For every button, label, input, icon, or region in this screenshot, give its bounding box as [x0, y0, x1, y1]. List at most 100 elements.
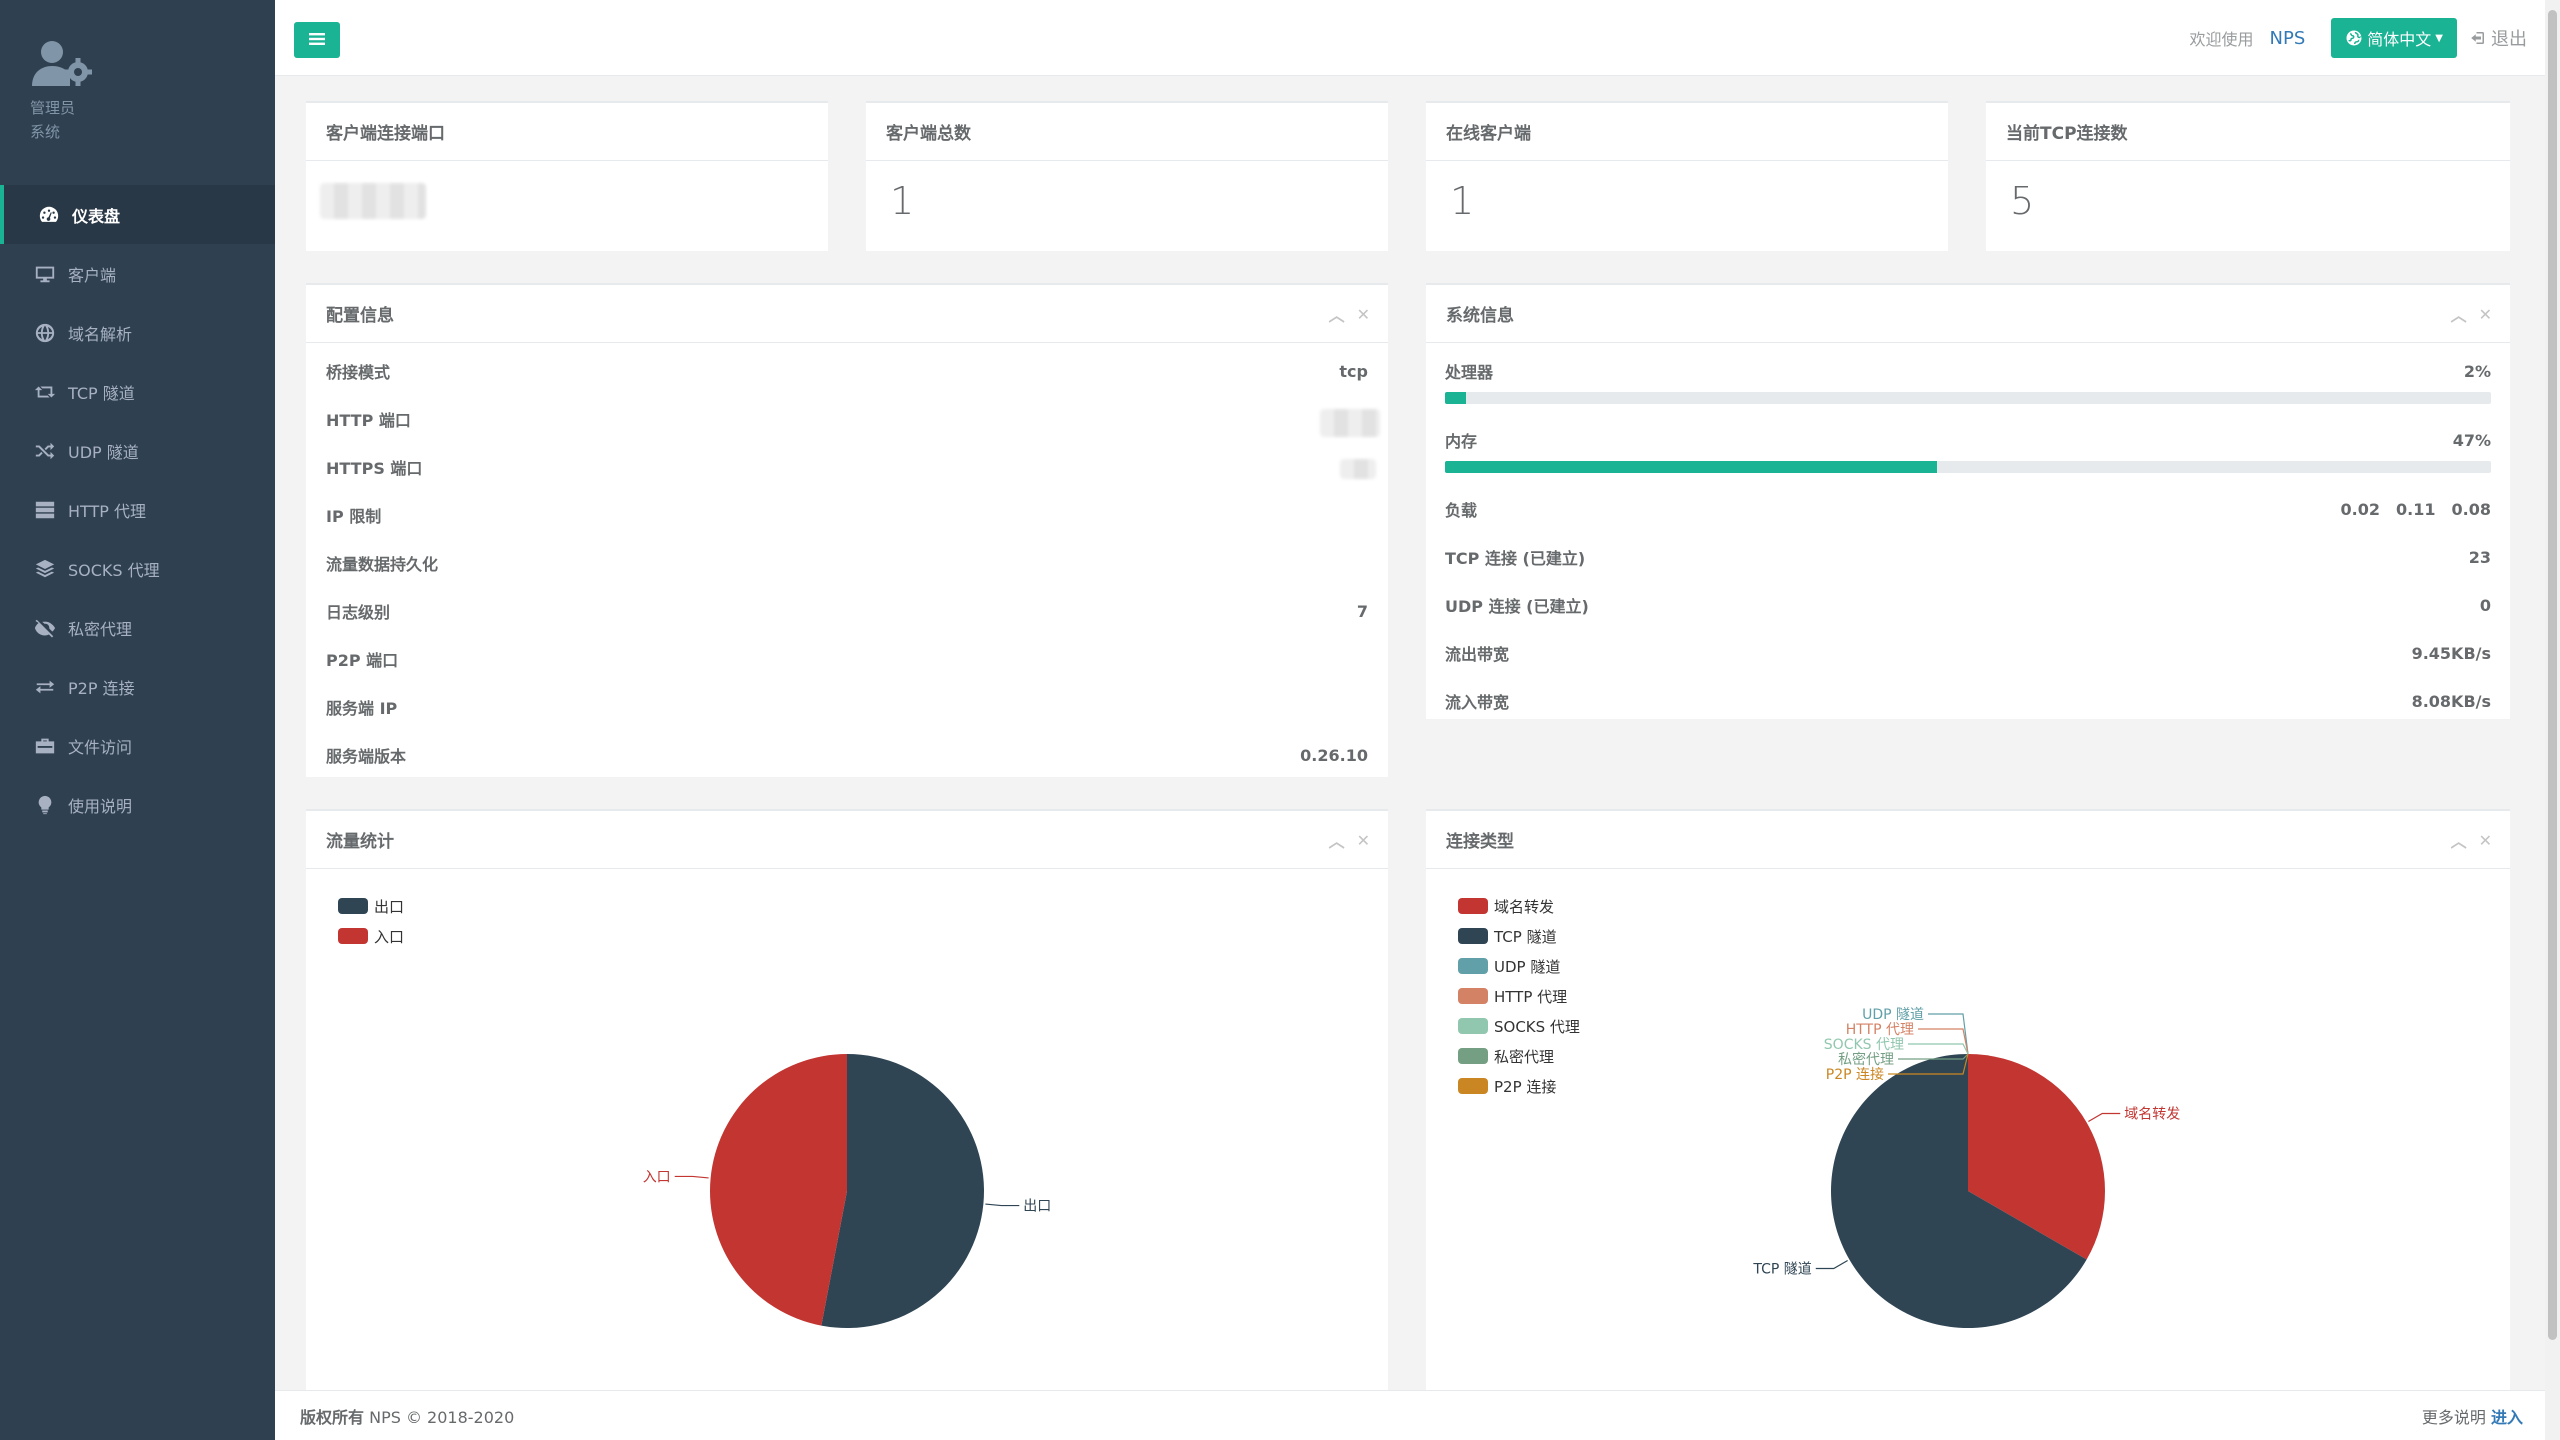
- sign-out-icon: [2469, 29, 2487, 47]
- pie-label-conn-2: UDP 隧道: [1862, 1007, 1924, 1023]
- panel-title: 系统信息: [1446, 306, 1514, 326]
- more-info-link[interactable]: 进入: [2490, 1407, 2523, 1427]
- row-label: 桥接模式: [326, 363, 391, 382]
- row-value: 0: [2479, 595, 2491, 615]
- system-row-cpu: 处理器 2%: [1426, 359, 2510, 404]
- row-label: 内存: [1445, 432, 1478, 451]
- cpu-progress-bar: [1445, 392, 2491, 404]
- pie-slice-traffic-1[interactable]: [709, 1054, 847, 1326]
- sidebar-item-tcp[interactable]: TCP 隧道: [0, 362, 275, 421]
- pie-label-traffic-0: 出口: [1023, 1199, 1051, 1215]
- collapse-icon[interactable]: ︿: [2450, 832, 2467, 851]
- close-icon[interactable]: ✕: [2478, 304, 2492, 324]
- row-label: UDP 连接 (已建立): [1445, 597, 1589, 616]
- dashboard-icon: [36, 204, 62, 226]
- sidebar-item-files[interactable]: 文件访问: [0, 716, 275, 775]
- row-label: 流量数据持久化: [326, 555, 439, 574]
- system-row-inbound: 流入带宽 8.08KB/s: [1426, 677, 2510, 725]
- legend-item-conn-0[interactable]: 域名转发: [1458, 891, 1580, 921]
- card-title: 客户端连接端口: [306, 103, 828, 161]
- config-row-flow-persist: 流量数据持久化: [306, 539, 1388, 587]
- stat-value: 1: [1450, 179, 1475, 223]
- layers-icon: [32, 558, 58, 580]
- page-scrollbar[interactable]: [2545, 0, 2560, 1440]
- card-title: 客户端总数: [866, 103, 1388, 161]
- legend-label: 出口: [374, 897, 405, 916]
- sidebar-item-dashboard[interactable]: 仪表盘: [0, 185, 275, 244]
- pie-label-line: [1908, 1043, 1969, 1055]
- redacted-value: [320, 183, 426, 219]
- menu-toggle-button[interactable]: [294, 22, 340, 58]
- close-icon[interactable]: ✕: [1356, 304, 1370, 324]
- collapse-icon[interactable]: ︿: [2450, 306, 2467, 325]
- config-panel: 配置信息 ︿ ✕ 桥接模式 tcp HTTP 端口 HTTPS 端口 IP 限制 …: [306, 283, 1388, 777]
- copyright-text: NPS © 2018-2020: [369, 1407, 515, 1427]
- close-icon[interactable]: ✕: [2478, 830, 2492, 850]
- pie-label-line: [1928, 1013, 1969, 1055]
- lightbulb-icon: [32, 794, 58, 816]
- legend-item-conn-6[interactable]: P2P 连接: [1458, 1071, 1580, 1101]
- sidebar-item-p2p[interactable]: P2P 连接: [0, 657, 275, 716]
- legend-label: SOCKS 代理: [1494, 1017, 1580, 1036]
- sidebar-item-private[interactable]: 私密代理: [0, 598, 275, 657]
- legend-item-traffic-0[interactable]: 出口: [338, 891, 404, 921]
- row-label: 服务端版本: [326, 747, 407, 766]
- conn-types-panel: 连接类型 ︿ ✕ 域名转发 TCP 隧道 UDP 隧道 HTTP 代理 SOCKS 代理…: [1426, 809, 2510, 1390]
- eye-slash-icon: [32, 617, 58, 639]
- pie-label-conn-0: 域名转发: [2124, 1107, 2180, 1123]
- row-value: 9.45KB/s: [2411, 643, 2491, 663]
- pie-label-line: [985, 1203, 1020, 1207]
- sidebar-item-clients[interactable]: 客户端: [0, 244, 275, 303]
- row-label: HTTP 端口: [326, 411, 411, 430]
- stat-card-tcp-connections: 当前TCP连接数 5: [1986, 101, 2510, 251]
- more-info-label: 更多说明: [2421, 1407, 2486, 1427]
- collapse-icon[interactable]: ︿: [1328, 832, 1345, 851]
- collapse-icon[interactable]: ︿: [1328, 306, 1345, 325]
- close-icon[interactable]: ✕: [1356, 830, 1370, 850]
- scrollbar-thumb[interactable]: [2548, 10, 2557, 1340]
- sidebar-item-socks[interactable]: SOCKS 代理: [0, 539, 275, 598]
- legend-item-conn-1[interactable]: TCP 隧道: [1458, 921, 1580, 951]
- config-row-ip-limit: IP 限制: [306, 491, 1388, 539]
- globe-icon: [2345, 29, 2363, 47]
- sidebar-item-label: 仪表盘: [72, 206, 121, 226]
- pie-slice-conn-0[interactable]: [1968, 1054, 2105, 1260]
- sidebar-item-udp[interactable]: UDP 隧道: [0, 421, 275, 480]
- row-label: TCP 连接 (已建立): [1445, 549, 1586, 568]
- system-panel: 系统信息 ︿ ✕ 处理器 2% 内存 47% 负载 0.02 0.11 0.08 T…: [1426, 283, 2510, 719]
- sidebar-item-http[interactable]: HTTP 代理: [0, 480, 275, 539]
- load-value-1: 0.02: [2340, 499, 2381, 519]
- config-row-http-port: HTTP 端口: [306, 395, 1388, 443]
- legend-item-conn-3[interactable]: HTTP 代理: [1458, 981, 1580, 1011]
- traffic-pie-chart: 出口 入口: [643, 1054, 1051, 1328]
- legend-swatch: [1458, 1018, 1488, 1034]
- legend-item-conn-5[interactable]: 私密代理: [1458, 1041, 1580, 1071]
- hamburger-icon: [309, 31, 325, 50]
- sidebar-item-domain[interactable]: 域名解析: [0, 303, 275, 362]
- briefcase-icon: [32, 735, 58, 757]
- desktop-icon: [32, 263, 58, 285]
- legend-item-traffic-1[interactable]: 入口: [338, 921, 404, 951]
- row-label: 处理器: [1445, 363, 1494, 382]
- row-label: HTTPS 端口: [326, 459, 423, 478]
- legend-swatch: [1458, 898, 1488, 914]
- legend-swatch: [338, 898, 368, 914]
- brand-link[interactable]: NPS: [2269, 27, 2306, 49]
- legend-label: 域名转发: [1494, 897, 1555, 916]
- pie-slice-conn-1[interactable]: [1831, 1054, 2087, 1328]
- sidebar-item-label: SOCKS 代理: [68, 560, 160, 580]
- chart-legend: 出口入口: [338, 891, 404, 951]
- legend-item-conn-4[interactable]: SOCKS 代理: [1458, 1011, 1580, 1041]
- language-dropdown[interactable]: 简体中文 ▼: [2331, 18, 2457, 58]
- logout-button[interactable]: 退出: [2469, 25, 2527, 51]
- sidebar-item-help[interactable]: 使用说明: [0, 775, 275, 834]
- pie-slice-traffic-0[interactable]: [821, 1054, 984, 1328]
- sidebar-nav: 仪表盘 客户端 域名解析 TCP 隧道 UDP 隧道 HTTP 代理 SOCKS…: [0, 185, 275, 834]
- profile: 管理员 系统: [30, 36, 98, 144]
- globe-icon: [32, 322, 58, 344]
- profile-name: 管理员: [30, 99, 76, 117]
- footer: 版权所有 NPS © 2018-2020 更多说明 进入: [275, 1390, 2545, 1440]
- legend-item-conn-2[interactable]: UDP 隧道: [1458, 951, 1580, 981]
- legend-label: TCP 隧道: [1494, 927, 1557, 946]
